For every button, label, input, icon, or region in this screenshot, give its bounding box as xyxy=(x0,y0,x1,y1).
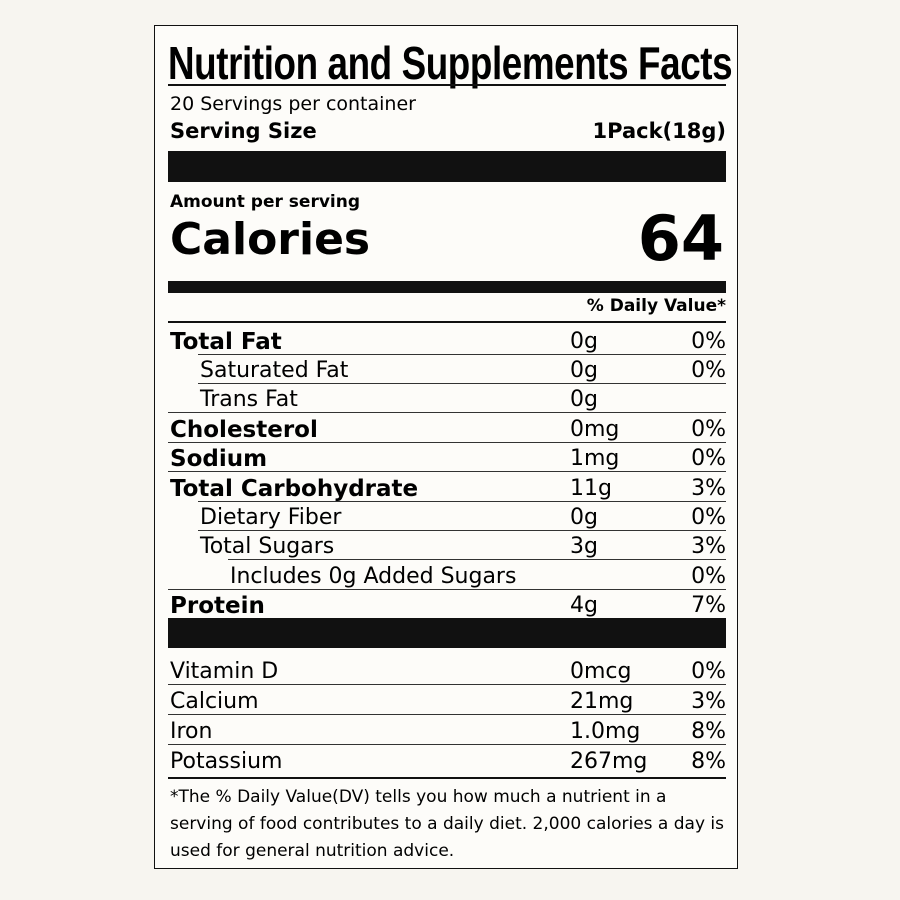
nutrient-amount: 11g xyxy=(570,475,612,501)
nutrient-daily-value: 0% xyxy=(691,328,726,354)
nutrient-amount: 0g xyxy=(570,387,598,413)
nutrient-row: Includes 0g Added Sugars 0% xyxy=(168,559,726,589)
nutrient-name: Saturated Fat xyxy=(200,357,349,383)
nutrient-name: Calcium xyxy=(170,688,259,714)
row-divider xyxy=(198,353,726,355)
nutrition-facts-label: Nutrition and Supplements Facts 20 Servi… xyxy=(154,25,738,869)
nutrient-row: Total Carbohydrate 11g 3% xyxy=(168,471,726,501)
nutrient-name: Cholesterol xyxy=(170,416,318,443)
nutrient-daily-value: 3% xyxy=(691,688,726,714)
nutrient-name: Sodium xyxy=(170,446,268,473)
nutrient-amount: 0g xyxy=(570,328,598,354)
nutrient-row: Cholesterol 0mg 0% xyxy=(168,412,726,442)
nutrient-daily-value: 0% xyxy=(691,416,726,442)
footnote: *The % Daily Value(DV) tells you how muc… xyxy=(170,787,725,861)
row-divider xyxy=(168,441,726,443)
nutrient-row: Potassium 267mg 8% xyxy=(168,744,726,774)
nutrient-amount: 0mg xyxy=(570,416,620,442)
daily-value-header: % Daily Value* xyxy=(586,296,726,316)
nutrient-name: Dietary Fiber xyxy=(200,504,342,530)
nutrient-amount: 0g xyxy=(570,504,598,530)
nutrient-name: Potassium xyxy=(170,748,283,774)
nutrient-name: Vitamin D xyxy=(170,658,279,684)
thick-bar xyxy=(168,151,726,182)
nutrient-name: Includes 0g Added Sugars xyxy=(230,563,517,589)
row-divider xyxy=(198,500,726,502)
nutrient-row: Saturated Fat 0g 0% xyxy=(168,353,726,383)
nutrient-daily-value: 3% xyxy=(691,534,726,560)
nutrient-row: Protein 4g 7% xyxy=(168,589,726,619)
nutrient-amount: 0g xyxy=(570,357,598,383)
nutrient-amount: 0mcg xyxy=(570,658,632,684)
nutrient-name: Iron xyxy=(170,718,213,744)
nutrient-daily-value: 8% xyxy=(691,718,726,744)
nutrient-row: Iron 1.0mg 8% xyxy=(168,714,726,744)
row-divider xyxy=(168,744,726,745)
serving-size-label: Serving Size xyxy=(170,119,317,143)
nutrient-row: Vitamin D 0mcg 0% xyxy=(168,654,726,684)
nutrient-amount: 4g xyxy=(570,593,598,619)
medium-bar xyxy=(168,281,726,293)
nutrient-daily-value: 0% xyxy=(691,446,726,472)
divider xyxy=(168,777,726,779)
servings-per-container: 20 Servings per container xyxy=(170,93,416,115)
nutrient-amount: 1.0mg xyxy=(570,718,641,744)
nutrient-daily-value: 0% xyxy=(691,563,726,589)
nutrient-amount: 21mg xyxy=(570,688,634,714)
nutrient-row: Total Fat 0g 0% xyxy=(168,324,726,354)
nutrient-name: Total Sugars xyxy=(200,534,335,560)
row-divider xyxy=(168,684,726,685)
row-divider xyxy=(198,382,726,384)
nutrient-row: Trans Fat 0g xyxy=(168,383,726,413)
calories-label: Calories xyxy=(170,214,371,265)
serving-size-row: Serving Size 1Pack(18g) xyxy=(170,119,726,143)
nutrient-daily-value: 7% xyxy=(691,593,726,619)
nutrient-daily-value: 0% xyxy=(691,658,726,684)
row-divider xyxy=(198,529,726,531)
nutrient-name: Protein xyxy=(170,593,265,620)
thick-bar xyxy=(168,618,726,648)
nutrient-daily-value: 3% xyxy=(691,475,726,501)
nutrient-name: Total Carbohydrate xyxy=(170,475,419,502)
nutrient-name: Trans Fat xyxy=(200,387,298,413)
nutrient-name: Total Fat xyxy=(170,328,282,355)
nutrient-amount: 1mg xyxy=(570,446,620,472)
nutrient-row: Sodium 1mg 0% xyxy=(168,442,726,472)
row-divider xyxy=(168,588,726,590)
calories-value: 64 xyxy=(637,202,724,275)
divider xyxy=(168,321,726,323)
nutrient-row: Dietary Fiber 0g 0% xyxy=(168,500,726,530)
nutrient-amount: 3g xyxy=(570,534,598,560)
amount-per-serving: Amount per serving xyxy=(170,192,361,212)
nutrient-daily-value: 0% xyxy=(691,504,726,530)
divider xyxy=(168,84,726,86)
row-divider xyxy=(228,559,726,561)
nutrient-row: Total Sugars 3g 3% xyxy=(168,530,726,560)
nutrient-amount: 267mg xyxy=(570,748,648,774)
row-divider xyxy=(168,714,726,715)
nutrient-daily-value: 0% xyxy=(691,357,726,383)
row-divider xyxy=(168,412,726,414)
nutrient-daily-value: 8% xyxy=(691,748,726,774)
serving-size-value: 1Pack(18g) xyxy=(592,119,726,143)
label-title: Nutrition and Supplements Facts xyxy=(168,37,733,89)
nutrient-row: Calcium 21mg 3% xyxy=(168,684,726,714)
row-divider xyxy=(168,471,726,473)
